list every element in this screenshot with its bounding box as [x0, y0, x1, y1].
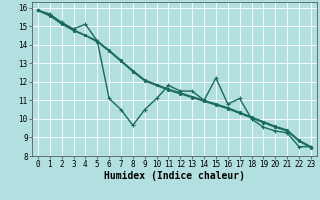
X-axis label: Humidex (Indice chaleur): Humidex (Indice chaleur) — [104, 171, 245, 181]
